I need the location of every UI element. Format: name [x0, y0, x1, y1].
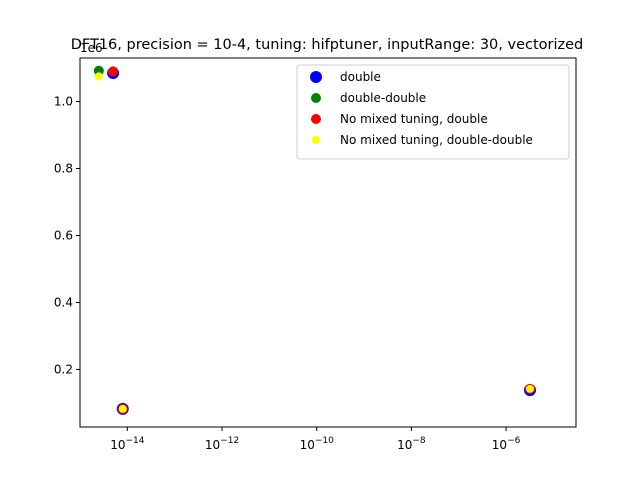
legend-label-3: No mixed tuning, double-double — [340, 133, 533, 147]
x-tick-label-3: 10−8 — [397, 436, 426, 452]
legend-marker-0 — [310, 71, 322, 83]
point-series-3-1 — [118, 404, 127, 413]
y-tick-label-0: 0.2 — [54, 362, 73, 376]
legend-marker-2 — [311, 114, 321, 124]
chart-title: DFT16, precision = 10-4, tuning: hifptun… — [71, 37, 584, 53]
x-tick-exponent-0: −14 — [125, 436, 144, 446]
point-series-3-0 — [94, 72, 103, 81]
x-tick-label-1: 10−12 — [205, 436, 239, 452]
y-offset-label: 1e6 — [80, 41, 103, 55]
legend-box — [296, 64, 570, 160]
legend-label-1: double-double — [340, 91, 426, 105]
y-tick-label-1: 0.4 — [54, 295, 73, 309]
legend-marker-1 — [311, 93, 321, 103]
y-tick-label-2: 0.6 — [54, 228, 73, 242]
x-axis: 10−14 10−12 10−10 10−8 10−6 — [110, 427, 521, 452]
legend: double double-double No mixed tuning, doub… — [296, 64, 570, 160]
legend-label-0: double — [340, 70, 381, 84]
legend-marker-3 — [312, 136, 320, 144]
legend-label-2: No mixed tuning, double — [340, 112, 488, 126]
x-tick-exponent-1: −12 — [220, 436, 239, 446]
x-tick-exponent-3: −8 — [412, 436, 426, 446]
point-series-1-0 — [93, 65, 104, 76]
x-tick-exponent-2: −10 — [315, 436, 334, 446]
point-series-3-2 — [525, 384, 534, 393]
axes-frame — [79, 57, 577, 428]
y-tick-label-3: 0.8 — [54, 161, 73, 175]
point-series-2-0 — [108, 66, 119, 77]
plot-area — [93, 65, 536, 415]
y-axis: 0.2 0.4 0.6 0.8 1.0 — [54, 95, 80, 376]
y-tick-label-4: 1.0 — [54, 95, 73, 109]
x-tick-label-0: 10−14 — [110, 436, 145, 452]
x-tick-exponent-4: −6 — [507, 436, 521, 446]
x-tick-label-4: 10−6 — [492, 436, 521, 452]
x-tick-label-2: 10−10 — [300, 436, 335, 452]
